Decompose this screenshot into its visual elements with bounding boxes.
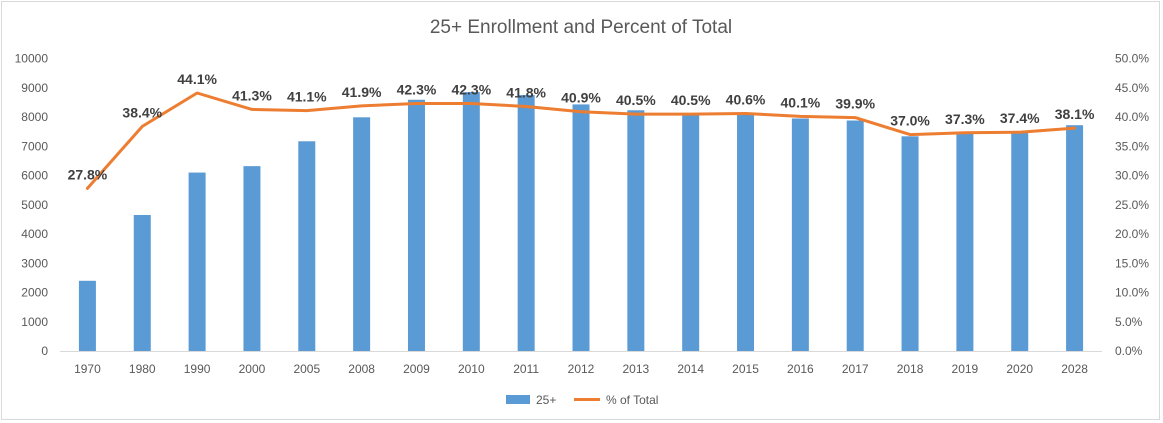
percent-label-2017: 39.9% — [835, 96, 875, 112]
x-tick-label: 2028 — [1061, 362, 1088, 376]
bar-2005 — [298, 141, 316, 351]
percent-label-2009: 42.3% — [397, 82, 437, 98]
left-tick-label: 7000 — [21, 139, 48, 153]
x-tick-label: 2019 — [952, 362, 979, 376]
bar-1980 — [133, 214, 151, 351]
percent-label-2014: 40.5% — [671, 92, 711, 108]
x-tick-label: 2015 — [732, 362, 759, 376]
percent-label-1990: 44.1% — [177, 71, 217, 87]
bar-2011 — [517, 95, 535, 351]
percent-label-2008: 41.9% — [342, 84, 382, 100]
bar-2010 — [462, 92, 480, 351]
x-tick-label: 2008 — [348, 362, 375, 376]
bar-1970 — [78, 280, 96, 351]
left-tick-label: 0 — [41, 344, 48, 358]
percent-label-2011: 41.8% — [506, 84, 546, 100]
percent-label-2028: 38.1% — [1055, 106, 1095, 122]
x-tick-label: 2010 — [458, 362, 485, 376]
left-axis-ticks: 0 1000 2000 3000 4000 5000 6000 7000 8000 9000 100… — [15, 52, 49, 359]
bar-2020 — [1011, 131, 1029, 351]
left-tick-label: 9000 — [21, 81, 48, 95]
right-tick-label: 35.0% — [1115, 139, 1149, 153]
right-tick-label: 30.0% — [1115, 169, 1149, 183]
left-tick-label: 4000 — [21, 227, 48, 241]
left-tick-label: 6000 — [21, 169, 48, 183]
legend-swatch-bars — [506, 395, 530, 404]
bar-2017 — [846, 120, 864, 351]
left-tick-label: 3000 — [21, 256, 48, 270]
right-tick-label: 45.0% — [1115, 81, 1149, 95]
percent-data-labels: 27.8% 38.4% 44.1% 41.3% 41.1% 41.9% 42.3% 42.3%… — [68, 71, 1095, 182]
bar-series — [78, 92, 1084, 352]
left-tick-label: 10000 — [15, 52, 49, 66]
bar-2028 — [1066, 125, 1084, 351]
x-tick-label: 2000 — [239, 362, 266, 376]
x-tick-label: 1970 — [74, 362, 101, 376]
percent-line — [85, 91, 1077, 190]
x-tick-label: 2011 — [513, 362, 539, 376]
bar-2019 — [956, 133, 974, 351]
percent-label-2005: 41.1% — [287, 89, 327, 105]
left-tick-label: 2000 — [21, 286, 48, 300]
x-tick-label: 2020 — [1006, 362, 1033, 376]
x-tick-label: 1980 — [129, 362, 156, 376]
bar-2008 — [353, 117, 371, 351]
legend: 25+ % of Total — [506, 393, 658, 407]
bar-2016 — [791, 118, 809, 352]
x-axis-ticks: 1970 1980 1990 2000 2005 2008 2009 2010 2011 2012… — [74, 362, 1088, 376]
percent-label-2019: 37.3% — [945, 111, 985, 127]
x-tick-label: 2018 — [897, 362, 924, 376]
left-tick-label: 5000 — [21, 198, 48, 212]
bar-2009 — [407, 99, 425, 352]
left-tick-label: 1000 — [21, 315, 48, 329]
x-tick-label: 2012 — [568, 362, 595, 376]
right-tick-label: 20.0% — [1115, 227, 1149, 241]
right-tick-label: 10.0% — [1115, 286, 1149, 300]
percent-label-2012: 40.9% — [561, 90, 601, 106]
percent-label-1980: 38.4% — [122, 104, 162, 120]
x-tick-label: 2013 — [622, 362, 649, 376]
percent-label-2015: 40.6% — [726, 91, 766, 107]
right-tick-label: 50.0% — [1115, 52, 1149, 66]
x-tick-label: 1990 — [184, 362, 211, 376]
percent-label-1970: 27.8% — [68, 166, 108, 182]
x-tick-label: 2014 — [677, 362, 704, 376]
chart-title: 25+ Enrollment and Percent of Total — [430, 17, 732, 38]
percent-label-2016: 40.1% — [781, 94, 821, 110]
bar-2013 — [627, 110, 645, 352]
percent-label-2010: 42.3% — [451, 82, 491, 98]
legend-label-bars: 25+ — [536, 393, 556, 407]
bar-2014 — [682, 114, 700, 351]
bar-1990 — [188, 172, 206, 351]
percent-label-2020: 37.4% — [1000, 110, 1040, 126]
percent-label-2013: 40.5% — [616, 92, 656, 108]
x-tick-label: 2016 — [787, 362, 814, 376]
x-tick-label: 2017 — [842, 362, 869, 376]
left-tick-label: 8000 — [21, 110, 48, 124]
right-tick-label: 25.0% — [1115, 198, 1149, 212]
x-tick-label: 2009 — [403, 362, 430, 376]
bar-2015 — [737, 114, 755, 351]
bar-2018 — [901, 136, 919, 351]
bar-2012 — [572, 104, 590, 351]
right-axis-ticks: 0.0% 5.0% 10.0% 15.0% 20.0% 25.0% 30.0% 35.0% 40… — [1115, 52, 1149, 359]
right-tick-label: 40.0% — [1115, 110, 1149, 124]
right-tick-label: 15.0% — [1115, 256, 1149, 270]
percent-label-2000: 41.3% — [232, 87, 272, 103]
percent-label-2018: 37.0% — [890, 113, 930, 129]
bar-2000 — [243, 166, 261, 351]
right-tick-label: 0.0% — [1115, 344, 1143, 358]
legend-label-line: % of Total — [606, 393, 658, 407]
right-tick-label: 5.0% — [1115, 315, 1143, 329]
x-tick-label: 2005 — [293, 362, 320, 376]
